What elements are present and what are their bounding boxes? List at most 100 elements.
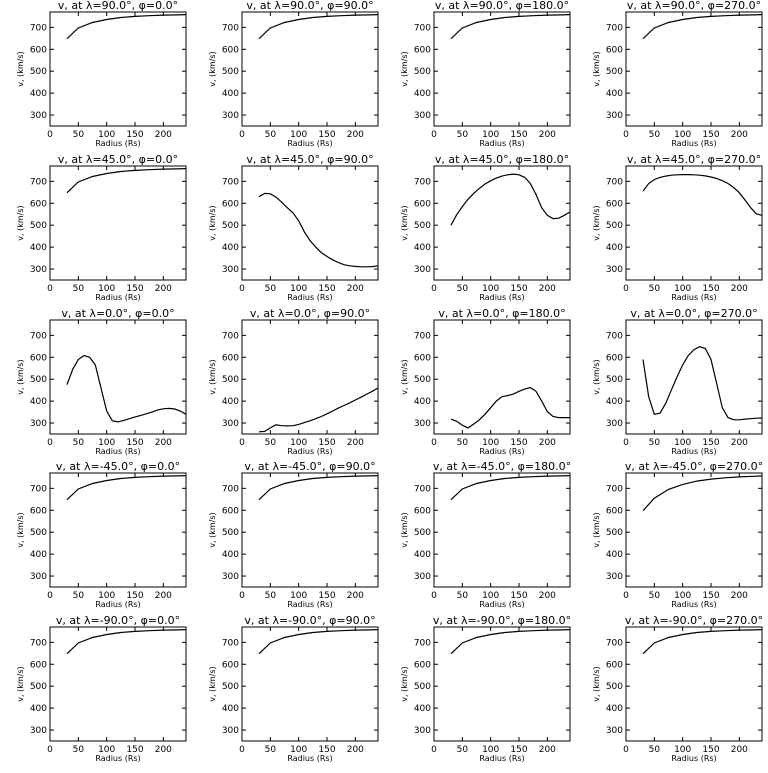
y-tick-label: 400 — [222, 397, 239, 407]
y-tick-label: 300 — [414, 572, 431, 582]
x-tick-label: 0 — [239, 745, 245, 755]
y-tick-label: 400 — [414, 89, 431, 99]
plot-frame — [433, 319, 571, 435]
series-line — [258, 192, 379, 268]
x-tick-label: 200 — [347, 130, 364, 140]
y-tick-label: 500 — [222, 221, 239, 231]
plot-frame — [433, 626, 571, 742]
x-tick-label: 50 — [73, 591, 85, 601]
x-tick-label: 100 — [98, 591, 115, 601]
x-axis-label: Radius (Rs) — [671, 754, 716, 763]
plot-frame — [625, 319, 763, 435]
panel-title: v, at λ=0.0°, φ=90.0° — [250, 307, 370, 320]
y-tick-label: 300 — [30, 265, 47, 275]
x-tick-label: 200 — [155, 438, 172, 448]
x-axis-label: Radius (Rs) — [479, 754, 524, 763]
plot-frame — [433, 11, 571, 127]
plot-frame — [49, 165, 187, 281]
x-tick-label: 150 — [510, 284, 527, 294]
y-axis-label: v, (km/s) — [592, 666, 601, 701]
panel-title: v, at λ=0.0°, φ=270.0° — [630, 307, 757, 320]
x-tick-label: 50 — [457, 284, 469, 294]
y-tick-label: 300 — [606, 726, 623, 736]
x-tick-label: 50 — [73, 438, 85, 448]
x-tick-label: 100 — [674, 284, 691, 294]
x-axis-label: Radius (Rs) — [95, 139, 140, 148]
y-tick-label: 500 — [30, 375, 47, 385]
plot-frame — [49, 626, 187, 742]
x-axis-label: Radius (Rs) — [95, 447, 140, 456]
x-tick-label: 50 — [265, 284, 277, 294]
panel-4-3: v, at λ=-45.0°, φ=180.0° 0 50 100 150 200 300 4… — [400, 460, 571, 609]
panel-title: v, at λ=-45.0°, φ=180.0° — [433, 460, 571, 473]
x-tick-label: 200 — [731, 745, 748, 755]
x-axis-label: Radius (Rs) — [287, 600, 332, 609]
y-tick-label: 400 — [606, 89, 623, 99]
x-tick-label: 50 — [649, 591, 661, 601]
x-tick-label: 0 — [239, 438, 245, 448]
x-tick-label: 200 — [731, 438, 748, 448]
x-tick-label: 150 — [702, 438, 719, 448]
y-tick-label: 400 — [222, 89, 239, 99]
panel-title: v, at λ=45.0°, φ=0.0° — [58, 153, 178, 166]
x-tick-label: 0 — [47, 130, 53, 140]
panel-2-1: v, at λ=45.0°, φ=0.0° 0 50 100 150 200 300 400 5… — [16, 153, 187, 302]
x-tick-label: 0 — [239, 284, 245, 294]
x-tick-label: 150 — [318, 130, 335, 140]
x-tick-label: 150 — [510, 130, 527, 140]
y-axis-label: v, (km/s) — [400, 512, 409, 547]
panel-title: v, at λ=-45.0°, φ=270.0° — [625, 460, 763, 473]
series-line — [66, 629, 187, 655]
x-tick-label: 200 — [347, 438, 364, 448]
y-tick-label: 500 — [606, 375, 623, 385]
series-line — [642, 14, 763, 40]
x-tick-label: 50 — [649, 745, 661, 755]
y-axis-label: v, (km/s) — [400, 205, 409, 240]
x-tick-label: 200 — [539, 284, 556, 294]
x-tick-label: 200 — [155, 284, 172, 294]
x-tick-label: 150 — [126, 284, 143, 294]
y-tick-label: 400 — [222, 243, 239, 253]
x-tick-label: 100 — [98, 745, 115, 755]
x-axis-label: Radius (Rs) — [287, 447, 332, 456]
y-tick-label: 700 — [222, 177, 239, 187]
y-tick-label: 700 — [30, 484, 47, 494]
plot-frame — [625, 165, 763, 281]
x-tick-label: 0 — [239, 591, 245, 601]
y-tick-label: 300 — [606, 572, 623, 582]
x-tick-label: 100 — [482, 284, 499, 294]
x-tick-label: 200 — [539, 438, 556, 448]
y-tick-label: 600 — [30, 660, 47, 670]
series-line — [450, 14, 571, 40]
x-tick-label: 50 — [649, 130, 661, 140]
y-tick-label: 600 — [222, 199, 239, 209]
y-tick-label: 500 — [414, 528, 431, 538]
y-tick-label: 300 — [30, 726, 47, 736]
x-axis-label: Radius (Rs) — [479, 139, 524, 148]
y-axis-label: v, (km/s) — [16, 512, 25, 547]
plot-frame — [49, 319, 187, 435]
y-tick-label: 400 — [606, 550, 623, 560]
x-tick-label: 200 — [347, 284, 364, 294]
y-tick-label: 600 — [222, 506, 239, 516]
plot-frame — [433, 165, 571, 281]
x-tick-label: 100 — [98, 130, 115, 140]
series-line — [66, 354, 187, 423]
y-tick-label: 500 — [414, 682, 431, 692]
plot-frame — [49, 472, 187, 588]
panel-title: v, at λ=45.0°, φ=270.0° — [627, 153, 761, 166]
y-tick-label: 300 — [606, 111, 623, 121]
x-axis-label: Radius (Rs) — [287, 139, 332, 148]
x-tick-label: 100 — [674, 438, 691, 448]
y-axis-label: v, (km/s) — [592, 512, 601, 547]
x-tick-label: 100 — [98, 284, 115, 294]
x-tick-label: 150 — [318, 745, 335, 755]
x-tick-label: 200 — [539, 745, 556, 755]
y-tick-label: 700 — [606, 331, 623, 341]
y-tick-label: 700 — [30, 638, 47, 648]
y-tick-label: 600 — [606, 506, 623, 516]
y-axis-label: v, (km/s) — [16, 205, 25, 240]
series-line — [258, 629, 379, 655]
series-line — [642, 475, 763, 512]
x-tick-label: 200 — [155, 745, 172, 755]
